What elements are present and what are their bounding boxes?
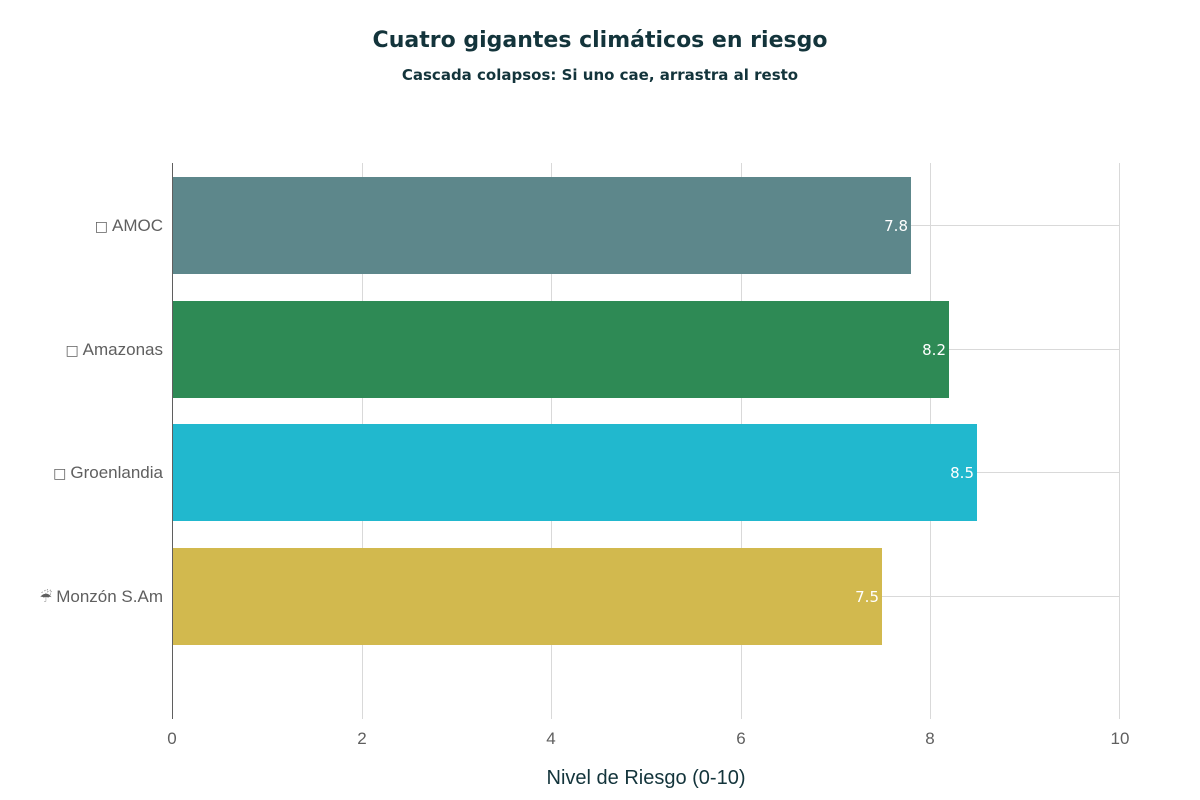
y-tick-groenlandia: □ Groenlandia <box>0 463 163 483</box>
gridline-x-10 <box>1119 163 1120 719</box>
missing-glyph-icon: □ <box>94 219 108 235</box>
umbrella-rain-icon: ☔ <box>39 590 53 606</box>
x-tick-10: 10 <box>1110 729 1130 748</box>
y-axis-line <box>172 163 173 719</box>
missing-glyph-icon: □ <box>53 466 67 482</box>
bar-amazonas[interactable]: 8.2 <box>173 301 949 398</box>
x-axis-title: Nivel de Riesgo (0-10) <box>546 767 746 789</box>
bar-value-label: 8.2 <box>922 340 946 359</box>
y-tick-label: Groenlandia <box>70 463 163 482</box>
y-tick-monzon: ☔ Monzón S.Am <box>0 587 163 607</box>
chart-title: Cuatro gigantes climáticos en riesgo <box>372 28 828 53</box>
bar-amoc[interactable]: 7.8 <box>173 177 911 274</box>
bar-value-label: 8.5 <box>950 463 974 482</box>
y-tick-amazonas: □ Amazonas <box>0 340 163 360</box>
x-tick-8: 8 <box>925 729 935 748</box>
plot-area: 7.8 8.2 8.5 7.5 <box>172 163 1120 719</box>
y-tick-label: Amazonas <box>82 340 163 359</box>
y-tick-label: AMOC <box>112 216 163 235</box>
y-tick-amoc: □ AMOC <box>0 216 163 236</box>
chart-subtitle: Cascada colapsos: Si uno cae, arrastra a… <box>401 66 799 84</box>
bar-value-label: 7.8 <box>884 216 908 235</box>
x-tick-4: 4 <box>546 729 556 748</box>
bar-monzon[interactable]: 7.5 <box>173 548 882 645</box>
bar-value-label: 7.5 <box>855 587 879 606</box>
bar-groenlandia[interactable]: 8.5 <box>173 424 977 521</box>
missing-glyph-icon: □ <box>65 343 79 359</box>
x-tick-6: 6 <box>736 729 746 748</box>
x-tick-2: 2 <box>357 729 367 748</box>
y-tick-label: Monzón S.Am <box>56 587 163 606</box>
x-tick-0: 0 <box>167 729 177 748</box>
